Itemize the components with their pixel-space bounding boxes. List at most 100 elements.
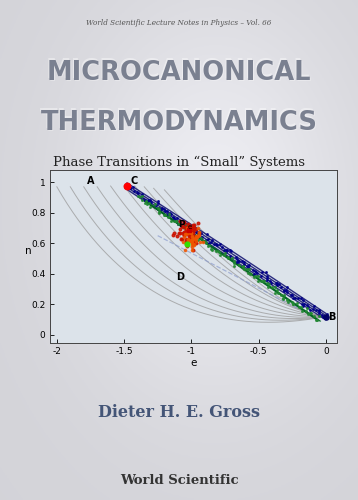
Point (182, 223, 187, 231)
Point (181, 230, 187, 238)
Text: C: C (131, 176, 138, 186)
Point (234, 256, 240, 264)
Point (314, 316, 320, 324)
Point (240, 257, 245, 265)
Point (216, 248, 222, 256)
Point (258, 277, 264, 285)
Point (164, 206, 170, 214)
Point (241, 265, 247, 273)
Point (289, 290, 295, 298)
Point (185, 236, 190, 244)
Point (179, 222, 184, 230)
Point (316, 309, 322, 317)
Point (181, 218, 187, 226)
Point (261, 277, 267, 285)
Point (281, 286, 287, 294)
Point (194, 228, 199, 236)
Point (197, 228, 202, 236)
Point (185, 220, 191, 228)
Point (170, 232, 176, 239)
Point (188, 228, 194, 236)
Point (189, 233, 195, 241)
Point (127, 184, 133, 192)
Text: P: P (178, 220, 185, 229)
Point (187, 236, 192, 244)
Point (264, 272, 270, 280)
Point (180, 222, 186, 230)
Point (275, 288, 281, 296)
Point (190, 232, 195, 239)
Point (281, 291, 287, 299)
Point (137, 193, 142, 201)
Point (280, 294, 286, 302)
Text: MICROCANONICAL: MICROCANONICAL (48, 61, 312, 87)
Point (182, 221, 188, 229)
Point (285, 298, 291, 306)
Point (181, 219, 187, 227)
Point (162, 208, 168, 216)
Point (225, 254, 231, 262)
Text: A: A (87, 176, 95, 186)
Point (292, 294, 298, 302)
Point (252, 272, 257, 280)
Point (189, 241, 195, 249)
Point (197, 230, 202, 237)
Point (245, 269, 251, 277)
Point (190, 228, 195, 236)
Point (156, 206, 162, 214)
Point (185, 226, 190, 234)
Point (180, 230, 186, 237)
Point (311, 312, 316, 320)
Point (152, 200, 158, 208)
Point (195, 224, 200, 232)
Point (179, 236, 185, 244)
Point (316, 308, 322, 316)
Point (265, 279, 270, 287)
Point (221, 252, 227, 260)
Point (135, 192, 141, 200)
Point (194, 232, 200, 240)
Point (188, 226, 194, 234)
Point (195, 232, 200, 239)
Point (289, 298, 295, 306)
Point (246, 260, 252, 268)
Point (193, 225, 199, 233)
Point (162, 211, 168, 219)
Point (178, 222, 184, 230)
Point (122, 182, 128, 190)
Point (188, 236, 194, 244)
Point (184, 226, 189, 234)
Point (214, 240, 220, 248)
Point (166, 210, 172, 218)
Point (300, 306, 305, 314)
Point (295, 294, 301, 302)
Point (205, 242, 211, 250)
Y-axis label: n: n (25, 246, 32, 256)
Point (180, 223, 186, 231)
Point (192, 233, 198, 241)
Point (193, 239, 199, 247)
Point (265, 282, 271, 290)
Point (305, 310, 311, 318)
Point (213, 247, 219, 255)
Point (258, 272, 264, 280)
Point (188, 228, 194, 235)
Point (255, 278, 261, 285)
Point (188, 232, 194, 240)
Point (190, 240, 195, 248)
Point (285, 296, 290, 304)
Point (184, 229, 190, 237)
Point (184, 240, 190, 248)
Point (174, 217, 179, 225)
Point (154, 200, 159, 208)
Point (177, 224, 183, 232)
Point (189, 239, 195, 247)
Point (184, 226, 189, 234)
Point (189, 243, 195, 251)
Point (182, 246, 188, 254)
Point (223, 250, 228, 258)
Point (178, 234, 183, 242)
Point (193, 237, 199, 245)
Point (274, 286, 279, 294)
Point (223, 248, 229, 256)
